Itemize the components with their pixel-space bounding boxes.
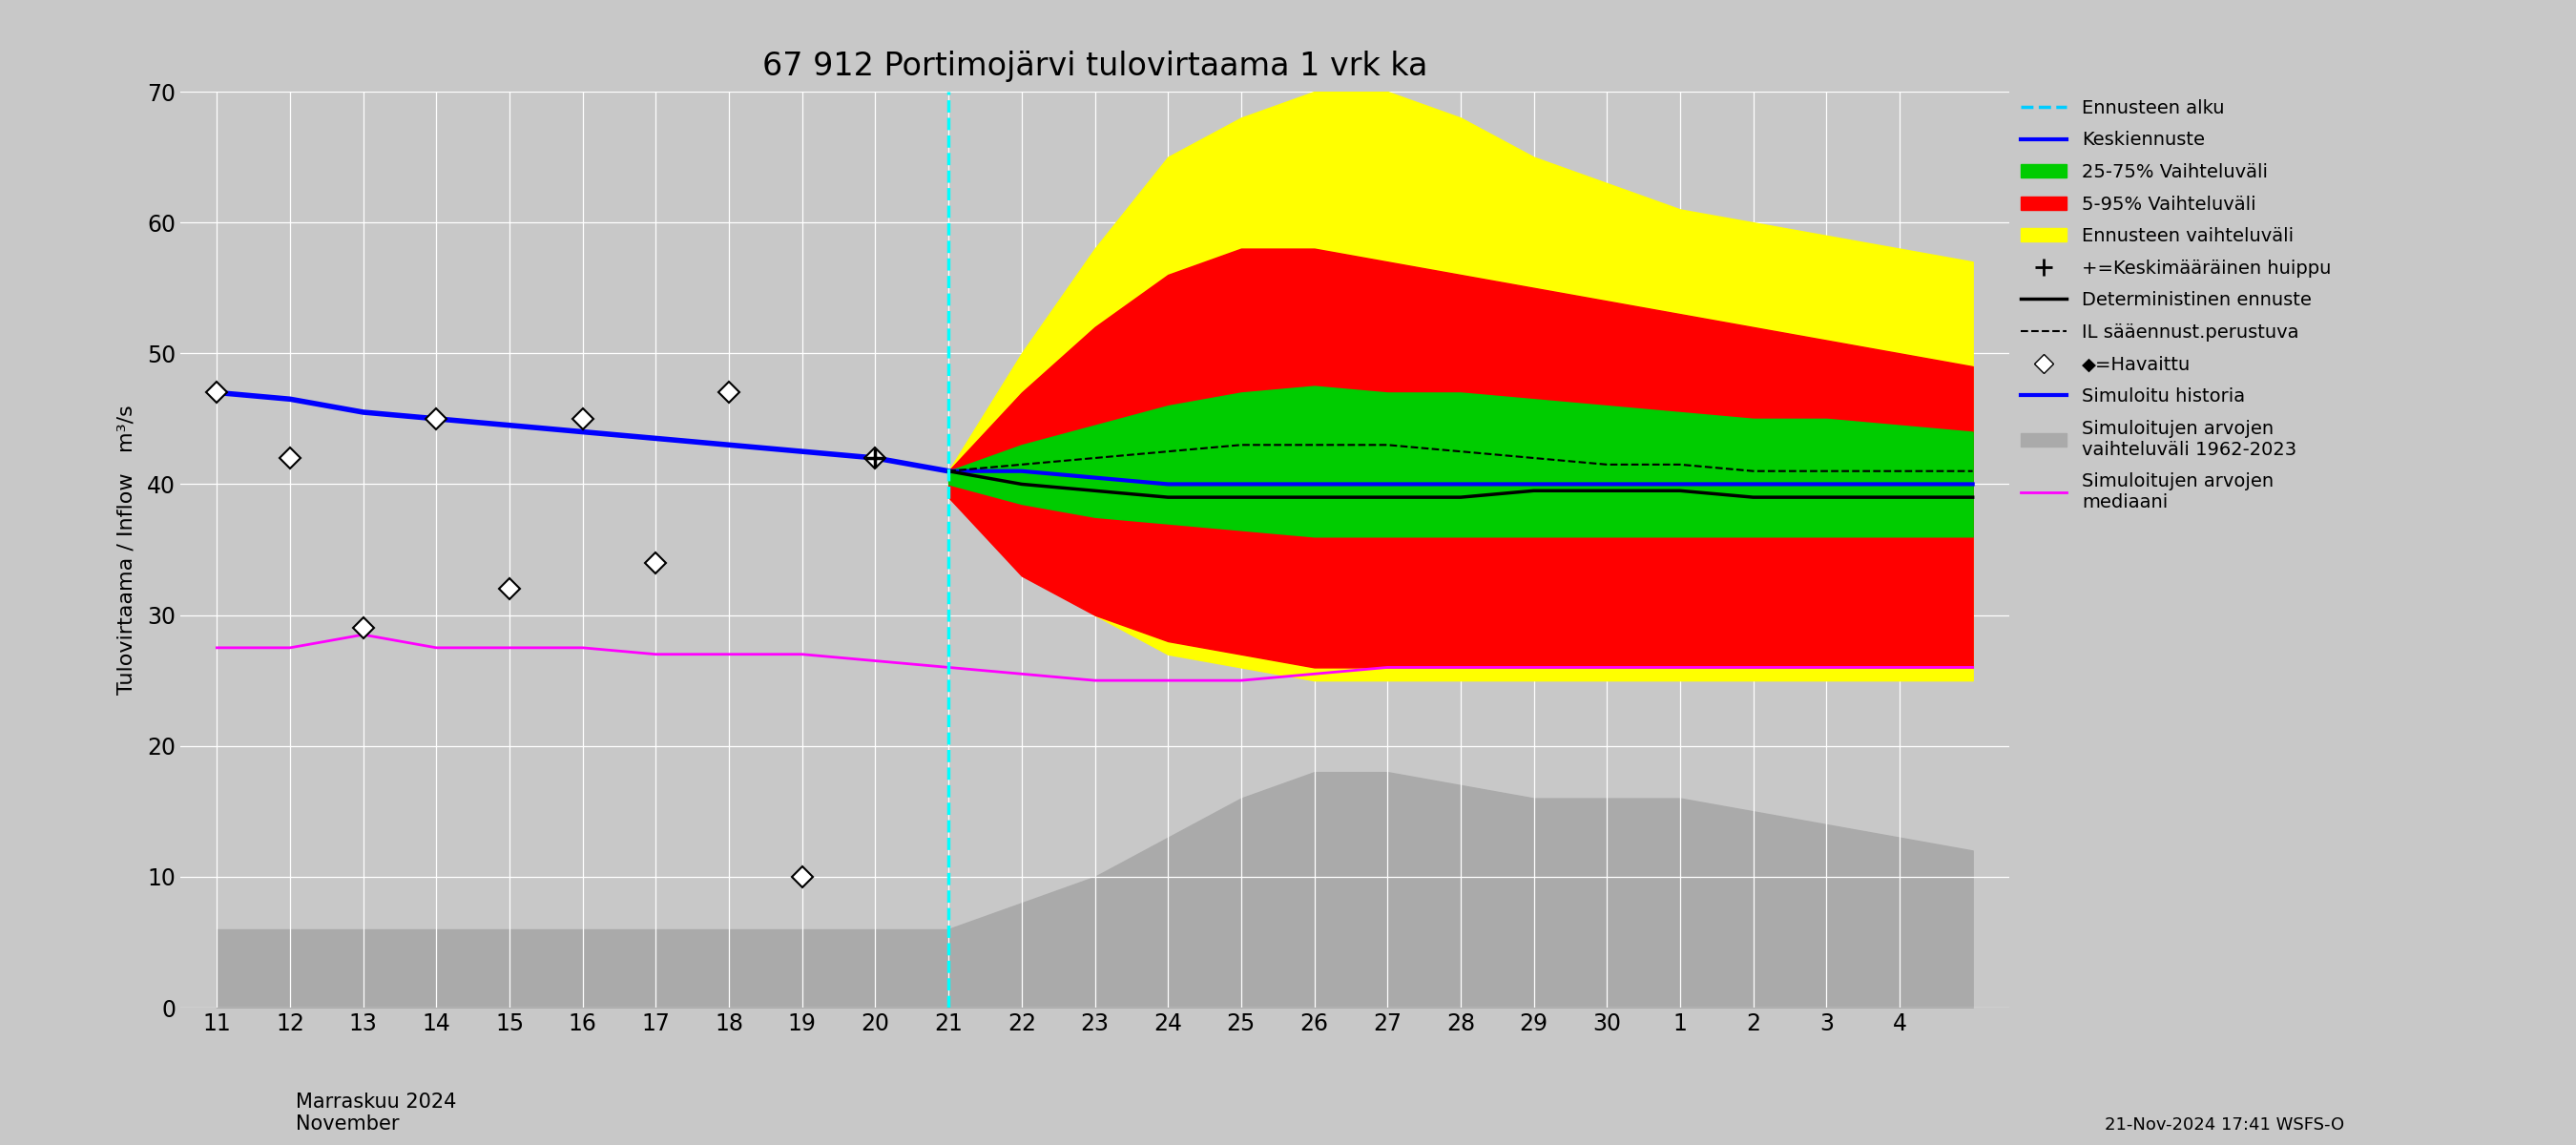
Legend: Ennusteen alku, Keskiennuste, 25-75% Vaihteluväli, 5-95% Vaihteluväli, Ennusteen: Ennusteen alku, Keskiennuste, 25-75% Vai… xyxy=(2012,92,2339,519)
Text: 21-Nov-2024 17:41 WSFS-O: 21-Nov-2024 17:41 WSFS-O xyxy=(2105,1116,2344,1134)
Y-axis label: Tulovirtaama / Inflow   m³/s: Tulovirtaama / Inflow m³/s xyxy=(116,404,137,695)
Text: Marraskuu 2024
November: Marraskuu 2024 November xyxy=(296,1092,456,1134)
Title: 67 912 Portimojärvi tulovirtaama 1 vrk ka: 67 912 Portimojärvi tulovirtaama 1 vrk k… xyxy=(762,50,1427,82)
